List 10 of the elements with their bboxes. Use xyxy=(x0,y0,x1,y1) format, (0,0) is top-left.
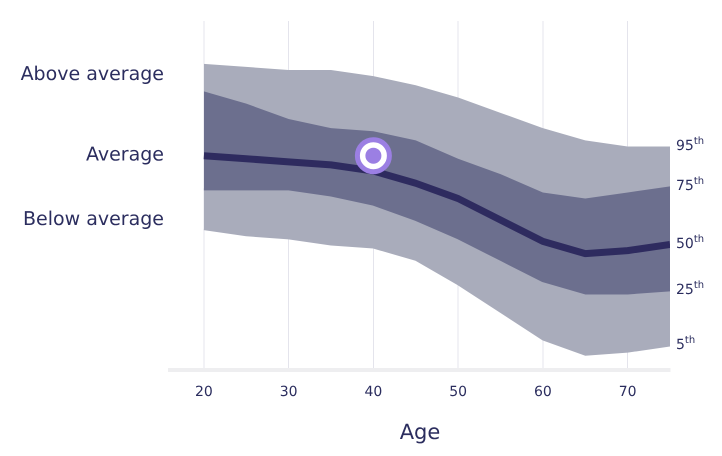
x-tick-label: 20 xyxy=(194,384,213,400)
x-tick-label: 70 xyxy=(618,384,637,400)
text: Above average xyxy=(20,63,164,86)
x-tick-label: 60 xyxy=(534,384,552,400)
text: Average xyxy=(86,143,164,166)
x-tick-label: 40 xyxy=(364,384,382,400)
text: Below average xyxy=(23,208,164,230)
x-tick-label: 30 xyxy=(280,384,298,400)
x-axis-title: Age xyxy=(400,420,440,444)
x-tick-label: 50 xyxy=(449,384,468,400)
